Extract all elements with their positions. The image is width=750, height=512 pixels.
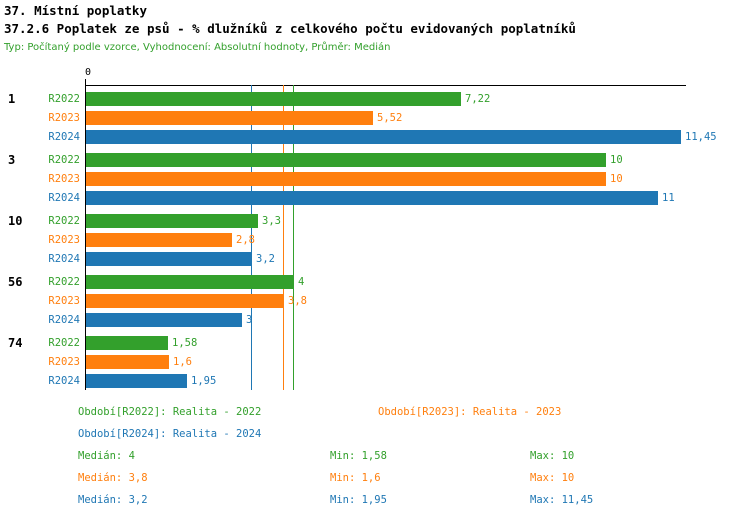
- series-label-r2024-cat-56: R2024: [48, 314, 80, 326]
- value-label-r2023-cat-3: 10: [610, 173, 623, 185]
- value-label-r2024-cat-56: 3: [246, 314, 253, 326]
- bar-r2022-cat-3: [86, 153, 606, 167]
- series-label-r2023-cat-10: R2023: [48, 234, 80, 246]
- series-label-r2022-cat-1: R2022: [48, 93, 80, 105]
- min-value-r2023: Min: 1,6: [330, 472, 381, 484]
- x-axis-zero-label: 0: [85, 67, 92, 78]
- max-value-r2024: Max: 11,45: [530, 494, 594, 506]
- bar-r2022-cat-74: [86, 336, 168, 350]
- series-label-r2022-cat-74: R2022: [48, 337, 80, 349]
- bar-r2023-cat-56: [86, 294, 284, 308]
- bar-r2023-cat-1: [86, 111, 373, 125]
- bar-r2022-cat-56: [86, 275, 294, 289]
- value-label-r2022-cat-3: 10: [610, 154, 623, 166]
- chart-subtitle: Typ: Počítaný podle vzorce, Vyhodnocení:…: [4, 42, 391, 53]
- bar-r2023-cat-3: [86, 172, 606, 186]
- median-value-r2022: Medián: 4: [78, 450, 135, 462]
- bar-r2022-cat-10: [86, 214, 258, 228]
- median-value-r2024: Medián: 3,2: [78, 494, 148, 506]
- category-label-56: 56: [8, 275, 23, 289]
- series-label-r2023-cat-56: R2023: [48, 295, 80, 307]
- value-label-r2023-cat-56: 3,8: [288, 295, 307, 307]
- series-label-r2022-cat-10: R2022: [48, 215, 80, 227]
- bar-r2023-cat-10: [86, 233, 232, 247]
- value-label-r2022-cat-74: 1,58: [172, 337, 198, 349]
- legend-item-r2023: Období[R2023]: Realita - 2023: [378, 406, 562, 418]
- value-label-r2024-cat-74: 1,95: [191, 375, 217, 387]
- x-axis-zero-tick: [85, 79, 86, 85]
- max-value-r2022: Max: 10: [530, 450, 575, 462]
- bar-r2024-cat-1: [86, 130, 681, 144]
- min-value-r2022: Min: 1,58: [330, 450, 387, 462]
- value-label-r2023-cat-1: 5,52: [377, 112, 403, 124]
- median-value-r2023: Medián: 3,8: [78, 472, 148, 484]
- series-label-r2022-cat-56: R2022: [48, 276, 80, 288]
- value-label-r2023-cat-10: 2,8: [236, 234, 255, 246]
- min-value-r2024: Min: 1,95: [330, 494, 387, 506]
- category-label-10: 10: [8, 214, 23, 228]
- y-axis-line: [85, 85, 86, 390]
- bar-r2024-cat-10: [86, 252, 252, 266]
- category-label-1: 1: [8, 92, 16, 106]
- series-label-r2022-cat-3: R2022: [48, 154, 80, 166]
- series-label-r2024-cat-10: R2024: [48, 253, 80, 265]
- x-axis-line: [85, 85, 686, 86]
- series-label-r2024-cat-74: R2024: [48, 375, 80, 387]
- legend-item-r2022: Období[R2022]: Realita - 2022: [78, 406, 262, 418]
- value-label-r2024-cat-3: 11: [662, 192, 675, 204]
- value-label-r2022-cat-1: 7,22: [465, 93, 491, 105]
- series-label-r2023-cat-1: R2023: [48, 112, 80, 124]
- bar-r2023-cat-74: [86, 355, 169, 369]
- category-label-74: 74: [8, 336, 23, 350]
- series-label-r2023-cat-74: R2023: [48, 356, 80, 368]
- series-label-r2023-cat-3: R2023: [48, 173, 80, 185]
- median-line-r2024: [251, 85, 252, 390]
- max-value-r2023: Max: 10: [530, 472, 575, 484]
- bar-r2024-cat-74: [86, 374, 187, 388]
- bar-r2024-cat-3: [86, 191, 658, 205]
- median-line-r2022: [293, 85, 294, 390]
- series-label-r2024-cat-1: R2024: [48, 131, 80, 143]
- page-title: 37. Místní poplatky: [4, 3, 147, 18]
- value-label-r2023-cat-74: 1,6: [173, 356, 192, 368]
- bar-r2024-cat-56: [86, 313, 242, 327]
- value-label-r2022-cat-10: 3,3: [262, 215, 281, 227]
- median-line-r2023: [283, 85, 284, 390]
- value-label-r2024-cat-1: 11,45: [685, 131, 717, 143]
- value-label-r2022-cat-56: 4: [298, 276, 305, 288]
- series-label-r2024-cat-3: R2024: [48, 192, 80, 204]
- value-label-r2024-cat-10: 3,2: [256, 253, 275, 265]
- category-label-3: 3: [8, 153, 16, 167]
- bar-r2022-cat-1: [86, 92, 461, 106]
- legend-item-r2024: Období[R2024]: Realita - 2024: [78, 428, 262, 440]
- chart-title: 37.2.6 Poplatek ze psů - % dlužníků z ce…: [4, 21, 576, 36]
